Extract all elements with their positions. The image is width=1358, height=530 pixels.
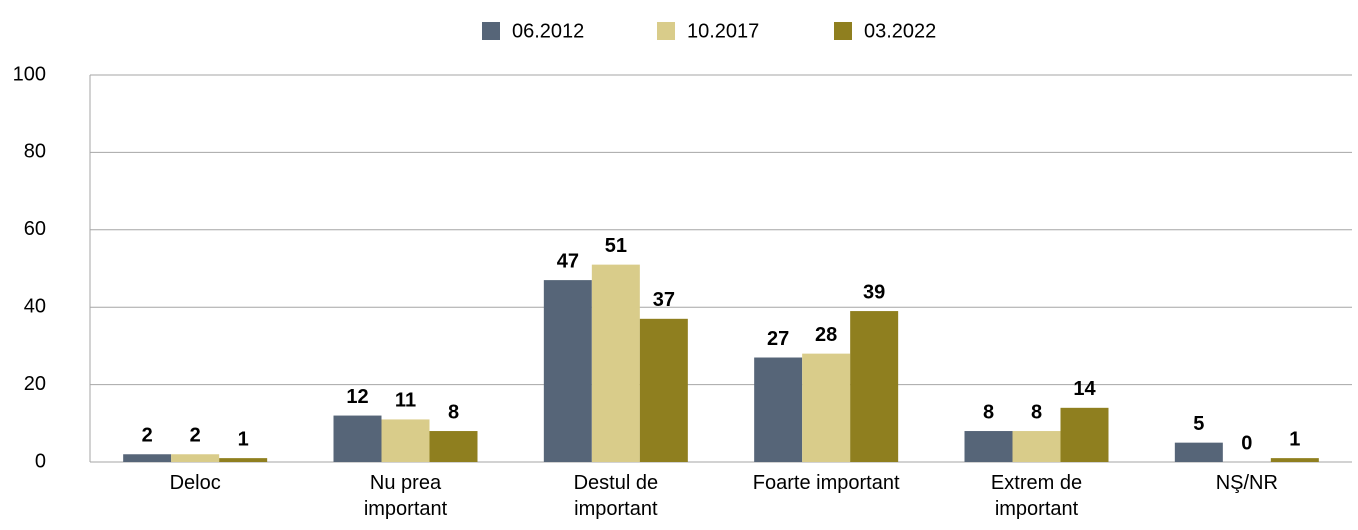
legend-label: 06.2012: [512, 20, 584, 42]
data-label: 1: [238, 428, 249, 450]
legend-swatch: [482, 22, 500, 40]
x-tick-label: NŞ/NR: [1215, 472, 1278, 494]
bar: [639, 318, 688, 462]
bar: [171, 454, 220, 462]
data-label: 37: [653, 289, 675, 311]
data-label: 51: [605, 235, 627, 257]
data-label: 47: [557, 250, 579, 272]
y-tick-label: 100: [13, 63, 46, 85]
bar: [429, 431, 478, 462]
data-label: 14: [1073, 378, 1096, 400]
bar: [381, 419, 430, 462]
data-label: 8: [448, 401, 459, 423]
bar: [1012, 431, 1061, 462]
data-label: 8: [1031, 401, 1042, 423]
bar: [333, 415, 382, 462]
data-label: 8: [983, 401, 994, 423]
y-tick-label: 20: [24, 373, 46, 395]
y-tick-label: 40: [24, 295, 46, 317]
data-label: 11: [395, 390, 416, 412]
legend-swatch: [834, 22, 852, 40]
bar: [1174, 442, 1223, 462]
bar: [591, 264, 640, 462]
data-label: 5: [1193, 413, 1204, 435]
bar: [1270, 458, 1319, 462]
bar: [219, 458, 268, 462]
bar: [123, 454, 172, 462]
x-tick-label: Extrem de important: [990, 472, 1083, 520]
data-label: 2: [190, 425, 201, 447]
y-tick-label: 80: [24, 141, 46, 163]
data-label: 12: [346, 386, 368, 408]
data-label: 39: [863, 281, 885, 303]
x-tick-label: Nu prea important: [363, 472, 448, 520]
data-label: 2: [142, 425, 153, 447]
y-tick-label: 60: [24, 218, 46, 240]
x-tick-label: Destul de important: [573, 472, 659, 520]
bar: [1060, 407, 1109, 462]
y-tick-label: 0: [35, 450, 46, 472]
bar: [802, 353, 851, 462]
bar: [754, 357, 803, 462]
x-tick-label: Deloc: [169, 472, 221, 494]
x-tick-label: Foarte important: [752, 472, 900, 494]
data-label: 1: [1289, 428, 1300, 450]
data-label: 0: [1241, 432, 1252, 454]
bar: [543, 280, 592, 462]
data-label: 28: [815, 324, 837, 346]
bar: [964, 431, 1013, 462]
bar: [850, 311, 899, 462]
data-label: 27: [767, 328, 789, 350]
legend-label: 03.2022: [864, 20, 936, 42]
legend-swatch: [657, 22, 675, 40]
legend-label: 10.2017: [687, 20, 759, 42]
